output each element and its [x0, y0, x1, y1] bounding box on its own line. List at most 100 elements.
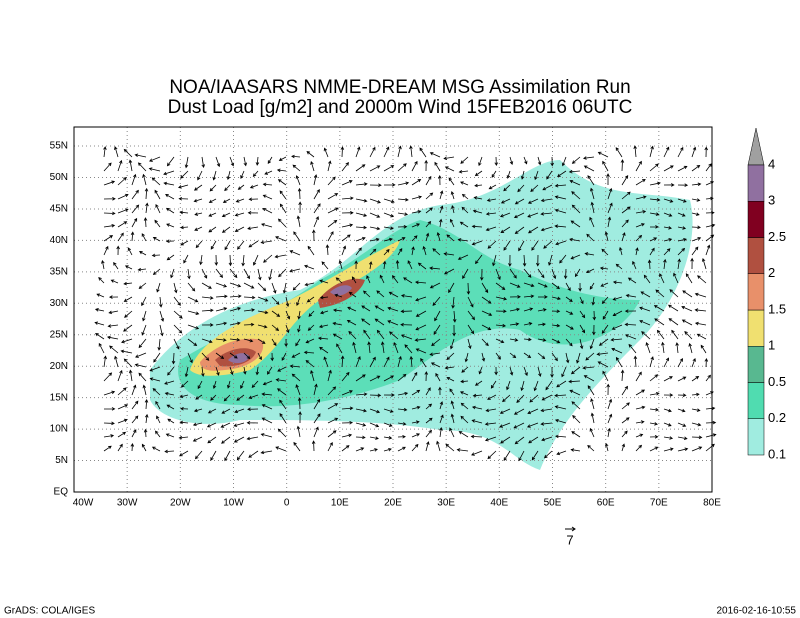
wind-arrow — [178, 196, 189, 201]
wind-arrow — [607, 427, 611, 438]
wind-arrow — [159, 310, 165, 322]
wind-arrow — [352, 341, 357, 354]
wind-arrow — [214, 254, 219, 266]
wind-arrow — [271, 310, 281, 317]
footer-right: 2016-02-16-10:55 — [716, 606, 796, 617]
wind-arrow — [649, 212, 660, 216]
wind-arrow — [165, 433, 175, 438]
wind-arrow — [677, 422, 687, 427]
wind-arrow — [149, 156, 161, 162]
wind-arrow — [297, 310, 301, 320]
wind-arrow — [142, 173, 147, 186]
wind-arrow — [241, 254, 245, 267]
wind-arrow — [341, 420, 354, 425]
wind-arrow — [540, 408, 553, 413]
wind-arrow — [317, 336, 329, 341]
wind-arrow — [110, 279, 119, 284]
wind-arrow — [374, 305, 385, 312]
wind-arrow — [313, 203, 321, 214]
wind-arrow — [307, 324, 315, 331]
wind-arrow — [306, 151, 315, 158]
wind-arrow — [243, 308, 256, 312]
wind-arrow — [201, 296, 214, 300]
wind-arrow — [363, 290, 371, 298]
wind-arrow — [514, 226, 525, 234]
wind-arrow — [303, 350, 315, 355]
wind-arrow — [237, 184, 245, 190]
dust-region — [178, 220, 641, 407]
wind-arrow — [446, 234, 455, 242]
lat-label: 10N — [50, 424, 68, 435]
wind-arrow — [304, 282, 315, 287]
wind-arrow — [94, 308, 105, 312]
wind-arrow — [154, 430, 161, 438]
wind-arrow — [499, 422, 511, 428]
wind-arrow — [369, 448, 378, 452]
wind-arrow — [607, 187, 613, 200]
wind-arrow — [311, 440, 316, 452]
wind-arrow — [252, 254, 259, 266]
wind-arrow — [456, 448, 469, 452]
wind-arrow — [297, 187, 302, 200]
wind-arrow — [131, 173, 137, 186]
wind-arrow — [570, 448, 581, 452]
wind-arrow — [323, 147, 329, 158]
wind-arrow — [697, 275, 707, 284]
wind-arrow — [514, 436, 525, 445]
title-line: NOA/IAASARS NMME-DREAM MSG Assimilation … — [169, 77, 630, 98]
wind-arrow — [156, 415, 161, 424]
wind-arrow — [481, 352, 486, 362]
wind-arrow — [691, 164, 701, 172]
wind-arrow — [285, 324, 290, 334]
wind-arrow — [267, 366, 273, 375]
wind-arrow — [248, 197, 259, 202]
wind-arrow — [193, 198, 203, 203]
wind-arrow — [152, 237, 161, 242]
wind-arrow — [397, 434, 406, 439]
wind-arrow — [663, 436, 674, 440]
wind-arrow — [432, 248, 441, 256]
wind-arrow — [570, 254, 581, 260]
wind-arrow — [439, 218, 443, 228]
wind-arrow — [415, 324, 427, 331]
wind-arrow — [494, 366, 498, 376]
wind-arrow — [492, 254, 497, 267]
wind-arrow — [604, 442, 609, 452]
wind-arrow — [323, 356, 329, 368]
wind-arrow — [407, 260, 413, 270]
wind-arrow — [340, 146, 345, 158]
wind-arrow — [523, 282, 535, 288]
wind-arrow — [106, 335, 119, 340]
wind-arrow — [434, 310, 441, 322]
wind-arrow — [520, 380, 525, 392]
wind-arrow — [215, 338, 227, 342]
wind-arrow — [649, 422, 658, 426]
wind-arrow — [313, 413, 321, 424]
wind-arrow — [187, 324, 200, 330]
wind-arrow — [267, 156, 273, 164]
wind-arrow — [649, 198, 661, 202]
wind-arrow — [694, 292, 707, 298]
wind-arrow — [109, 345, 119, 354]
wind-arrow — [103, 355, 107, 368]
wind-arrow — [460, 181, 469, 186]
wind-arrow — [691, 146, 697, 158]
colorbar-label: 0.5 — [768, 374, 786, 389]
wind-arrow — [422, 245, 427, 256]
wind-arrow — [138, 338, 147, 349]
wind-arrow — [443, 268, 455, 275]
wind-arrow — [178, 435, 189, 440]
wind-arrow — [415, 296, 427, 302]
wind-arrow — [587, 385, 595, 396]
wind-arrow — [705, 210, 715, 215]
wind-arrow — [208, 212, 217, 217]
wind-arrow — [123, 296, 133, 302]
wind-arrow — [389, 331, 399, 340]
colorbar-label: 2 — [768, 265, 775, 280]
wind-arrow — [420, 358, 427, 368]
wind-arrow — [537, 366, 542, 377]
wind-arrow — [459, 221, 469, 228]
wind-arrow — [393, 341, 399, 354]
wind-arrow — [677, 212, 686, 217]
wind-arrow — [165, 239, 175, 244]
